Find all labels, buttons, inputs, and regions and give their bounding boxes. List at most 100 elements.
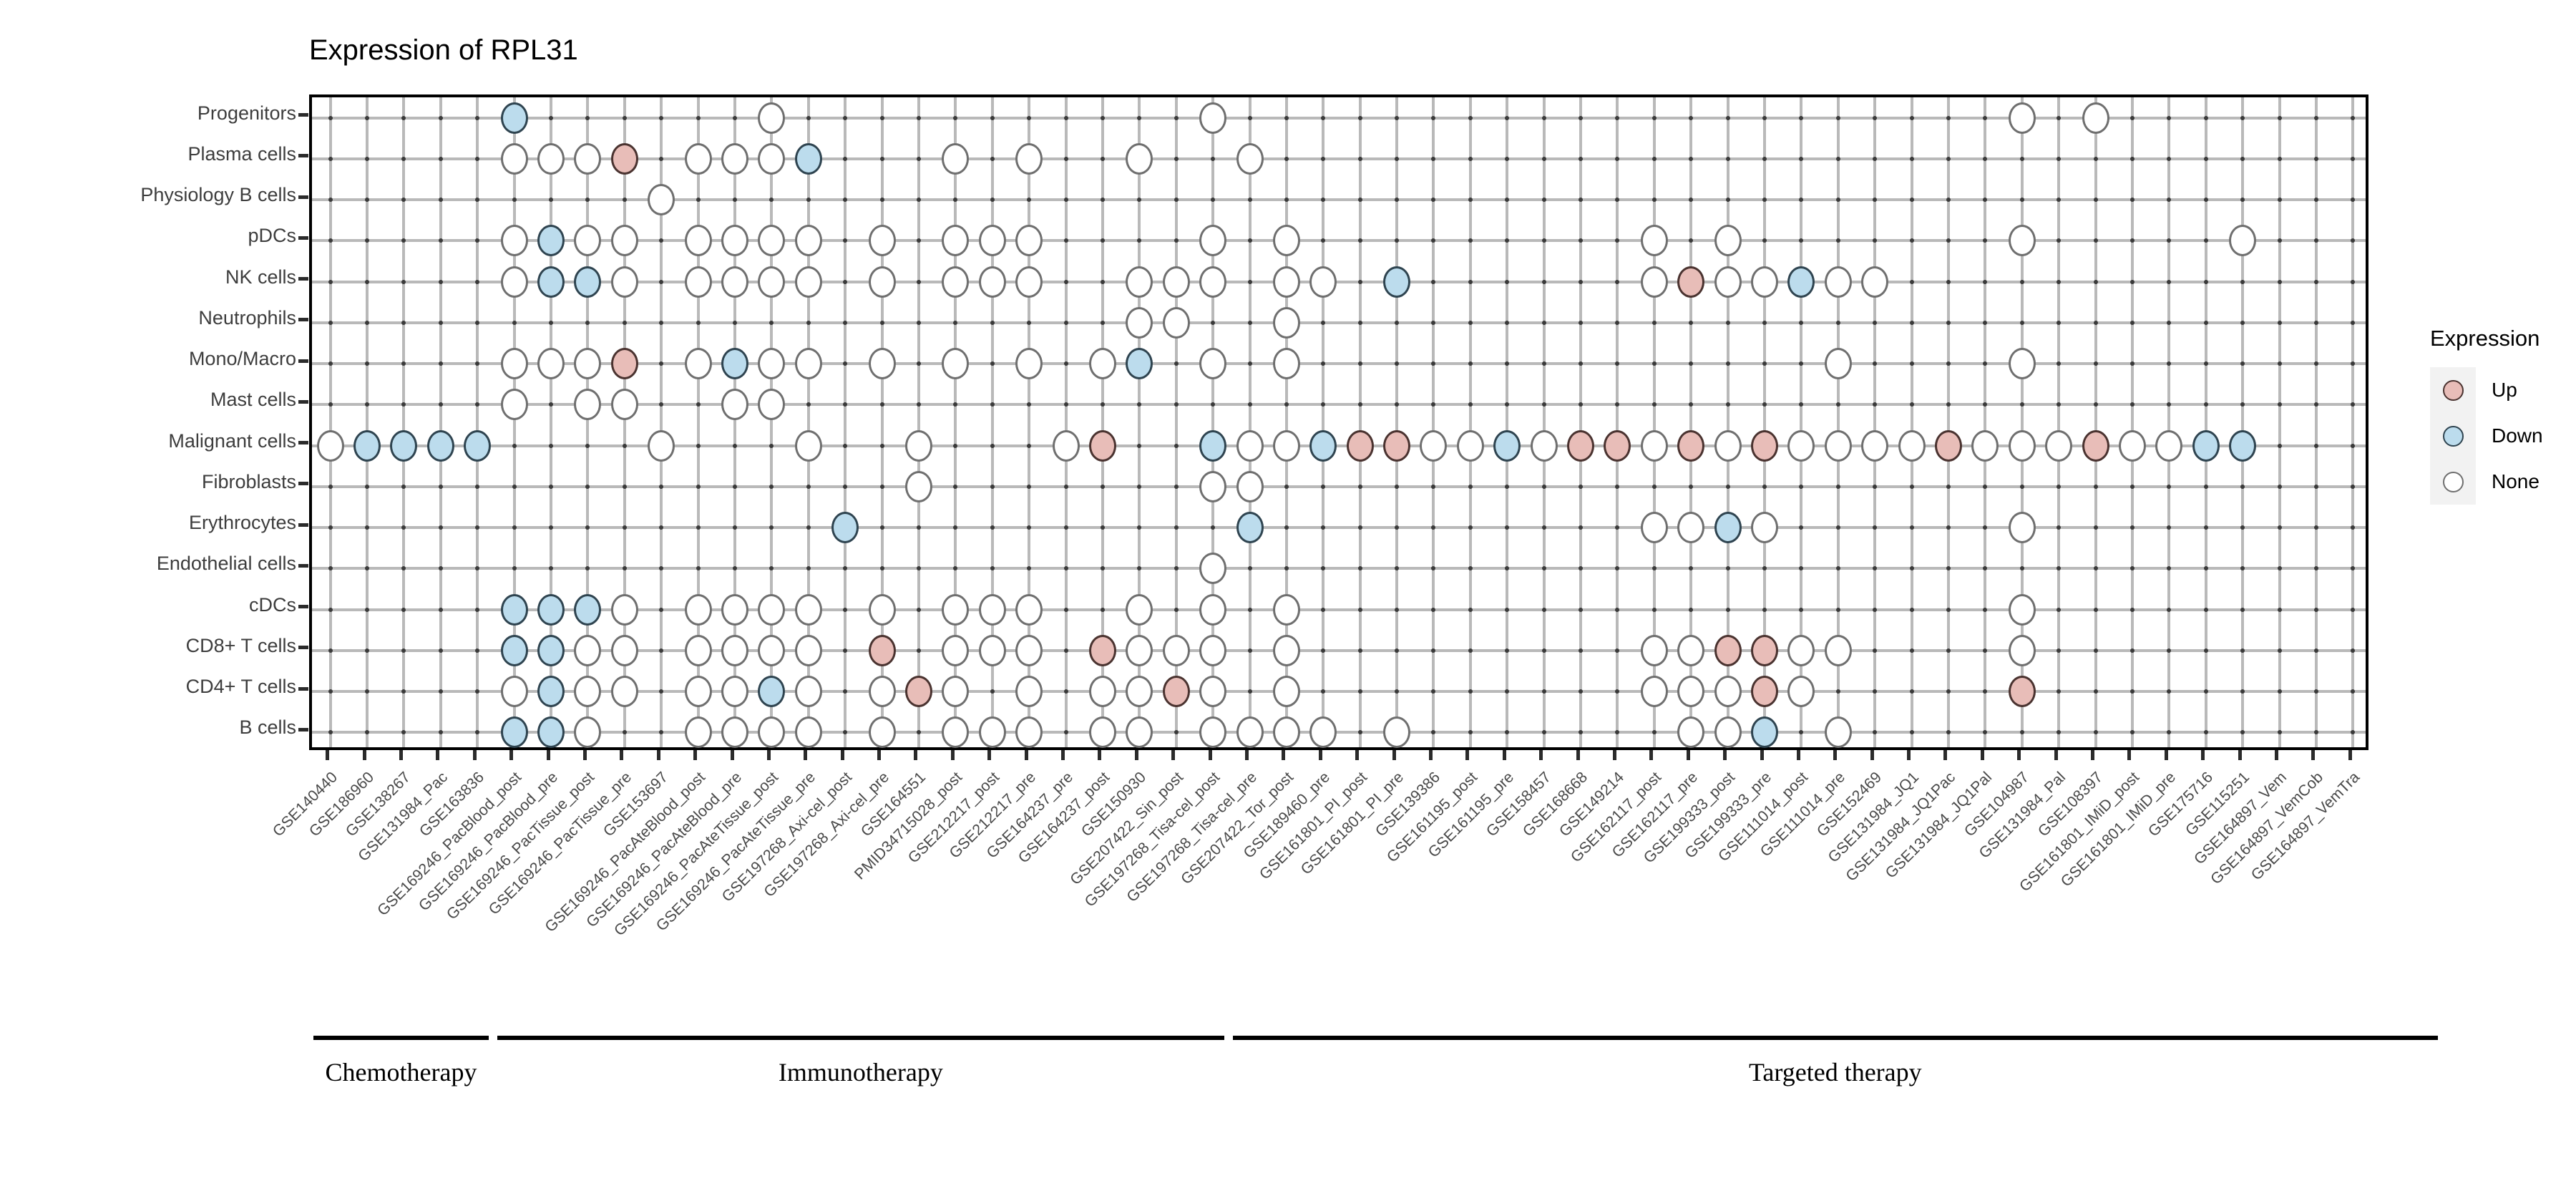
- expression-dot[interactable]: [758, 142, 786, 175]
- expression-dot[interactable]: [1604, 429, 1631, 462]
- expression-dot[interactable]: [610, 348, 638, 380]
- expression-dot[interactable]: [648, 184, 675, 216]
- expression-dot[interactable]: [1714, 716, 1742, 749]
- expression-dot[interactable]: [1751, 429, 1779, 462]
- expression-dot[interactable]: [1714, 429, 1742, 462]
- expression-dot[interactable]: [574, 389, 602, 421]
- expression-dot[interactable]: [794, 429, 822, 462]
- expression-dot[interactable]: [1272, 225, 1300, 257]
- expression-dot[interactable]: [1530, 429, 1558, 462]
- expression-dot[interactable]: [574, 676, 602, 708]
- expression-dot[interactable]: [2008, 676, 2036, 708]
- expression-dot[interactable]: [721, 593, 749, 626]
- expression-dot[interactable]: [1567, 429, 1595, 462]
- expression-dot[interactable]: [537, 676, 565, 708]
- expression-dot[interactable]: [574, 716, 602, 749]
- expression-dot[interactable]: [1861, 266, 1889, 298]
- expression-dot[interactable]: [1015, 676, 1043, 708]
- expression-dot[interactable]: [1126, 306, 1153, 339]
- expression-dot[interactable]: [1126, 593, 1153, 626]
- expression-dot[interactable]: [942, 225, 970, 257]
- expression-dot[interactable]: [868, 266, 896, 298]
- expression-dot[interactable]: [1677, 266, 1705, 298]
- expression-dot[interactable]: [904, 676, 932, 708]
- expression-dot[interactable]: [500, 225, 528, 257]
- expression-dot[interactable]: [610, 634, 638, 666]
- expression-dot[interactable]: [1236, 470, 1264, 502]
- expression-dot[interactable]: [353, 429, 381, 462]
- expression-dot[interactable]: [684, 225, 712, 257]
- expression-dot[interactable]: [1162, 266, 1190, 298]
- expression-dot[interactable]: [390, 429, 418, 462]
- expression-dot[interactable]: [794, 676, 822, 708]
- expression-dot[interactable]: [1714, 512, 1742, 544]
- expression-dot[interactable]: [1126, 142, 1153, 175]
- expression-dot[interactable]: [2082, 429, 2109, 462]
- expression-dot[interactable]: [500, 593, 528, 626]
- expression-dot[interactable]: [1309, 716, 1337, 749]
- expression-dot[interactable]: [500, 676, 528, 708]
- expression-dot[interactable]: [1199, 102, 1227, 134]
- expression-dot[interactable]: [794, 593, 822, 626]
- expression-dot[interactable]: [1272, 593, 1300, 626]
- expression-dot[interactable]: [1751, 634, 1779, 666]
- expression-dot[interactable]: [537, 593, 565, 626]
- expression-dot[interactable]: [574, 634, 602, 666]
- expression-dot[interactable]: [904, 470, 932, 502]
- expression-dot[interactable]: [610, 676, 638, 708]
- expression-dot[interactable]: [721, 225, 749, 257]
- expression-dot[interactable]: [2229, 225, 2257, 257]
- expression-dot[interactable]: [1751, 512, 1779, 544]
- expression-dot[interactable]: [537, 634, 565, 666]
- expression-dot[interactable]: [1126, 634, 1153, 666]
- expression-dot[interactable]: [1126, 716, 1153, 749]
- expression-dot[interactable]: [1824, 429, 1852, 462]
- expression-dot[interactable]: [758, 593, 786, 626]
- expression-dot[interactable]: [316, 429, 344, 462]
- expression-dot[interactable]: [537, 266, 565, 298]
- expression-dot[interactable]: [794, 348, 822, 380]
- expression-dot[interactable]: [1088, 716, 1116, 749]
- expression-dot[interactable]: [574, 348, 602, 380]
- expression-dot[interactable]: [1714, 225, 1742, 257]
- expression-dot[interactable]: [1861, 429, 1889, 462]
- expression-dot[interactable]: [1787, 429, 1815, 462]
- expression-dot[interactable]: [1236, 512, 1264, 544]
- expression-dot[interactable]: [1714, 676, 1742, 708]
- expression-dot[interactable]: [1199, 634, 1227, 666]
- expression-dot[interactable]: [1714, 266, 1742, 298]
- expression-dot[interactable]: [1199, 553, 1227, 585]
- expression-dot[interactable]: [464, 429, 492, 462]
- expression-dot[interactable]: [1088, 348, 1116, 380]
- expression-dot[interactable]: [1640, 225, 1668, 257]
- expression-dot[interactable]: [1199, 470, 1227, 502]
- expression-dot[interactable]: [2229, 429, 2257, 462]
- expression-dot[interactable]: [1199, 429, 1227, 462]
- expression-dot[interactable]: [1714, 634, 1742, 666]
- expression-dot[interactable]: [500, 348, 528, 380]
- expression-dot[interactable]: [1420, 429, 1448, 462]
- expression-dot[interactable]: [574, 142, 602, 175]
- expression-dot[interactable]: [610, 593, 638, 626]
- expression-dot[interactable]: [794, 142, 822, 175]
- expression-dot[interactable]: [1640, 429, 1668, 462]
- expression-dot[interactable]: [1971, 429, 1999, 462]
- expression-dot[interactable]: [1272, 348, 1300, 380]
- expression-dot[interactable]: [794, 266, 822, 298]
- expression-dot[interactable]: [1898, 429, 1926, 462]
- expression-dot[interactable]: [1751, 676, 1779, 708]
- expression-dot[interactable]: [978, 634, 1006, 666]
- expression-dot[interactable]: [2192, 429, 2220, 462]
- expression-dot[interactable]: [500, 634, 528, 666]
- expression-dot[interactable]: [2008, 512, 2036, 544]
- expression-dot[interactable]: [1824, 716, 1852, 749]
- expression-dot[interactable]: [1677, 676, 1705, 708]
- expression-dot[interactable]: [904, 429, 932, 462]
- expression-dot[interactable]: [1934, 429, 1962, 462]
- expression-dot[interactable]: [1383, 266, 1411, 298]
- expression-dot[interactable]: [2082, 102, 2109, 134]
- expression-dot[interactable]: [1640, 266, 1668, 298]
- expression-dot[interactable]: [1787, 266, 1815, 298]
- expression-dot[interactable]: [1126, 266, 1153, 298]
- legend-item[interactable]: Up: [2430, 367, 2543, 413]
